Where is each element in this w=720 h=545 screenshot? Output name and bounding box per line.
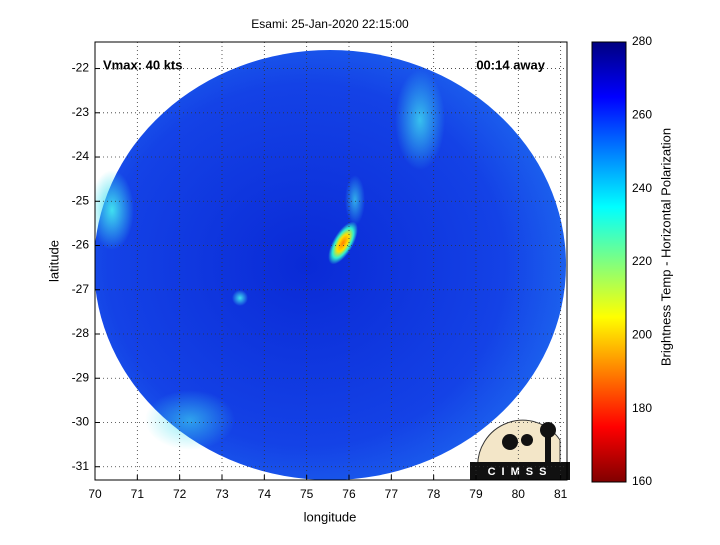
x-tick-label: 75 [300, 487, 314, 501]
y-tick-label: -30 [72, 415, 90, 429]
x-tick-label: 74 [258, 487, 272, 501]
annotation: Vmax: 40 kts [103, 57, 183, 72]
colorbar-tick-label: 280 [632, 34, 652, 48]
y-tick-label: -22 [72, 61, 90, 75]
x-tick-label: 73 [215, 487, 229, 501]
colorbar [591, 41, 627, 483]
colorbar-tick-label: 160 [632, 474, 652, 488]
colorbar-tick-label: 240 [632, 181, 652, 195]
colorbar-label: Brightness Temp - Horizontal Polarizatio… [658, 128, 673, 366]
y-tick-label: -27 [72, 282, 90, 296]
y-tick-label: -28 [72, 326, 90, 340]
cimss-logo: CIMSS [470, 419, 570, 480]
colorbar-tick-label: 260 [632, 108, 652, 122]
chart-title: Esami: 25-Jan-2020 22:15:00 [251, 17, 409, 31]
y-tick-label: -25 [72, 193, 90, 207]
x-tick-label: 76 [342, 487, 356, 501]
x-tick-label: 81 [554, 487, 568, 501]
x-tick-label: 71 [131, 487, 145, 501]
x-tick-label: 77 [385, 487, 399, 501]
x-tick-label: 70 [88, 487, 102, 501]
x-tick-label: 72 [173, 487, 187, 501]
x-axis-label: longitude [304, 509, 357, 524]
y-tick-label: -31 [72, 459, 90, 473]
y-tick-label: -24 [72, 149, 90, 163]
y-tick-label: -26 [72, 238, 90, 252]
annotation: 00:14 away [476, 57, 545, 72]
x-tick-label: 79 [469, 487, 483, 501]
colorbar-tick-label: 180 [632, 401, 652, 415]
y-axis-label: latitude [46, 240, 61, 282]
y-tick-label: -23 [72, 105, 90, 119]
x-tick-label: 78 [427, 487, 441, 501]
swath-image [95, 50, 566, 480]
colorbar-tick-label: 200 [632, 328, 652, 342]
logo-text: CIMSS [488, 466, 553, 478]
axes-box [94, 41, 568, 481]
x-tick-label: 80 [512, 487, 526, 501]
y-tick-label: -29 [72, 370, 90, 384]
colorbar-tick-label: 220 [632, 254, 652, 268]
